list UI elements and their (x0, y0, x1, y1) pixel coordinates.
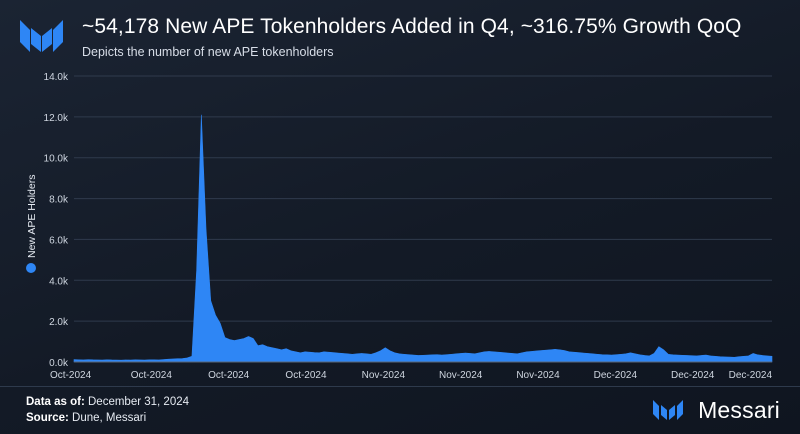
x-tick-label: Oct-2024 (50, 370, 92, 381)
y-tick-label: 2.0k (49, 317, 69, 328)
y-tick-label: 14.0k (44, 72, 69, 83)
brand-name: Messari (698, 397, 780, 423)
y-tick-label: 8.0k (49, 195, 69, 206)
chart-area: 0.0k 2.0k 4.0k 6.0k 8.0k 10.0k 12.0k 14.0k Oct-2… (0, 64, 800, 384)
y-tick-label: 10.0k (44, 154, 69, 165)
y-tick-label: 0.0k (49, 358, 69, 369)
chart-title: ~54,178 New APE Tokenholders Added in Q4… (82, 15, 742, 38)
x-tick-label: Oct-2024 (208, 370, 250, 381)
footer-divider (0, 386, 800, 387)
data-as-of-value: December 31, 2024 (88, 396, 190, 408)
brand: Messari (640, 397, 780, 423)
legend-marker-new-ape-holders (26, 263, 36, 273)
x-tick-label: Dec-2024 (594, 370, 638, 381)
messari-mark-icon (653, 400, 683, 420)
chart-subtitle: Depicts the number of new APE tokenholde… (82, 45, 334, 59)
x-tick-label: Dec-2024 (671, 370, 715, 381)
chart-header: ~54,178 New APE Tokenholders Added in Q4… (16, 14, 786, 68)
y-tick-label: 4.0k (49, 276, 69, 287)
x-tick-label: Nov-2024 (516, 370, 560, 381)
data-as-of-label: Data as of: (26, 396, 85, 408)
x-tick-label: Dec-2024 (729, 370, 773, 381)
source-value: Dune, Messari (72, 412, 147, 424)
y-tick-label: 6.0k (49, 235, 69, 246)
x-tick-label: Nov-2024 (439, 370, 483, 381)
x-tick-label: Oct-2024 (285, 370, 327, 381)
y-tick-label: 12.0k (44, 113, 69, 124)
data-as-of-line: Data as of: December 31, 2024 (26, 394, 189, 410)
x-tick-label: Oct-2024 (131, 370, 173, 381)
chart-footer: Data as of: December 31, 2024 Source: Du… (26, 394, 189, 426)
x-tick-label: Nov-2024 (362, 370, 406, 381)
series-area-new-ape-holders (73, 114, 773, 363)
messari-logo-icon (20, 20, 63, 52)
source-line: Source: Dune, Messari (26, 410, 189, 426)
source-label: Source: (26, 412, 69, 424)
y-axis-label: New APE Holders (26, 175, 38, 258)
area-chart: 0.0k 2.0k 4.0k 6.0k 8.0k 10.0k 12.0k 14.0k Oct-2… (26, 72, 773, 381)
